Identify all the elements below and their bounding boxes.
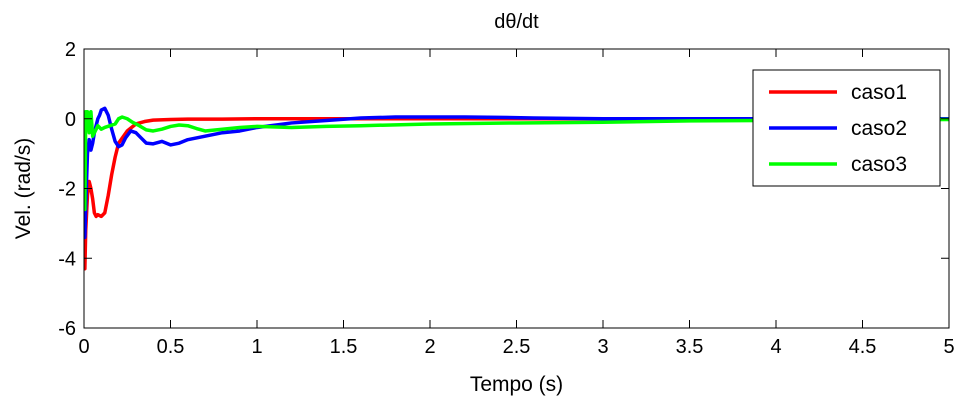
legend-label-caso1: caso1 [851, 81, 907, 104]
x-tick-label: 2.5 [503, 336, 531, 358]
x-tick-label: 5 [943, 336, 954, 358]
x-tick-label: 3 [597, 336, 608, 358]
y-tick-label: 0 [65, 109, 76, 131]
legend-label-caso2: caso2 [851, 117, 907, 140]
x-tick-label: 3.5 [676, 336, 704, 358]
x-tick-label: 4.5 [849, 336, 877, 358]
series-lines [84, 106, 949, 271]
x-tick-label: 0 [78, 336, 89, 358]
chart-title: dθ/dt [494, 11, 539, 33]
x-tick-label: 2 [424, 336, 435, 358]
x-tick-label: 1 [251, 336, 262, 358]
legend: caso1 caso2 caso3 [752, 69, 941, 187]
y-tick-label: -6 [58, 318, 76, 340]
x-axis-label: Tempo (s) [470, 373, 563, 396]
y-tick-label: 2 [65, 39, 76, 61]
series-line-caso3 [84, 110, 949, 212]
y-axis-label: Vel. (rad/s) [12, 138, 35, 240]
x-tick-label: 0.5 [157, 336, 185, 358]
y-tick-label: -4 [58, 248, 76, 270]
y-tick-label: -2 [58, 179, 76, 201]
legend-label-caso3: caso3 [851, 153, 907, 176]
x-tick-label: 1.5 [330, 336, 358, 358]
x-tick-label: 4 [770, 336, 781, 358]
